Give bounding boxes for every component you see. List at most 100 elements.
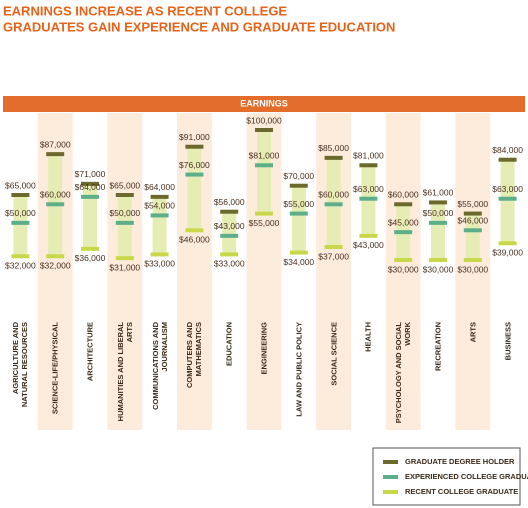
marker [463,258,482,262]
marker [324,245,343,249]
range-bar [431,202,445,260]
marker [429,200,447,205]
marker [150,194,169,199]
marker [498,157,517,162]
value-label: $76,000 [179,160,210,170]
value-label: $32,000 [5,261,36,271]
x-tick-label: AGRICULTURE AND NATURAL RESOURCES [11,322,30,408]
marker [220,209,239,214]
legend-swatch [383,490,398,494]
value-label: $63,000 [492,184,523,194]
value-label: $100,000 [246,115,282,125]
header-band [3,96,525,112]
marker [81,246,99,251]
x-tick-label: SOCIAL SCIENCE [329,322,339,386]
marker [115,220,134,225]
legend-label: GRADUATE DEGREE HOLDER [405,457,515,466]
value-label: $65,000 [5,180,36,190]
value-label: $81,000 [353,151,384,161]
range-bar [117,195,132,259]
value-label: $34,000 [283,257,314,267]
x-tick-label: BUSINESS [503,322,513,361]
marker [289,183,308,188]
range-bar [187,146,202,231]
marker [255,128,273,132]
x-tick-label: COMMUNICATIONS AND JOURNALISM [150,322,169,410]
x-tick-label: ENGINEERING [259,322,269,375]
x-tick-label: RECREATION [433,322,443,372]
value-label: $60,000 [318,190,349,200]
marker [185,228,204,233]
marker [46,202,65,207]
marker [394,202,413,207]
x-tick-label: EDUCATION [224,322,234,367]
legend-label: EXPERIENCED COLLEGE GRADUATE [405,472,528,481]
marker [185,172,204,177]
value-label: $61,000 [423,188,454,198]
marker [46,254,65,259]
chart-title: EARNINGS INCREASE AS RECENT COLLEGE [3,3,287,18]
value-label: $65,000 [109,180,140,190]
marker [220,233,239,238]
value-label: $33,000 [144,259,175,269]
value-label: $63,000 [353,184,384,194]
x-tick-label: HEALTH [363,322,373,352]
x-tick-label: PSYCHOLOGY AND SOCIAL WORK [394,322,413,424]
value-label: $30,000 [457,264,488,274]
value-label: $60,000 [388,190,419,200]
marker [11,254,30,259]
range-bar [500,159,515,244]
column-shade [455,113,491,430]
value-label: $45,000 [388,217,419,227]
marker [359,163,378,168]
range-bar [291,185,306,253]
marker [255,211,273,216]
value-label: $55,000 [457,199,488,209]
column-shade [107,113,143,430]
marker [429,258,447,262]
value-label: $50,000 [109,208,140,218]
marker [11,220,30,225]
value-label: $70,000 [283,171,314,181]
marker [324,155,343,160]
marker [324,202,343,207]
marker [46,152,65,157]
marker [394,258,413,262]
value-label: $81,000 [249,151,280,161]
value-label: $36,000 [75,253,106,263]
value-label: $43,000 [353,240,384,250]
x-tick-label: ARTS [468,322,478,343]
value-label: $33,000 [214,259,245,269]
marker [11,193,30,197]
legend-label: RECENT COLLEGE GRADUATE [405,487,518,496]
value-label: $85,000 [318,143,349,153]
value-label: $37,000 [318,251,349,261]
marker [498,241,517,246]
range-bar [465,213,480,260]
value-label: $55,000 [249,218,280,228]
range-bar [83,183,97,249]
x-tick-label: ARCHITECTURE [85,322,95,382]
value-label: $56,000 [214,197,245,207]
value-label: $50,000 [423,208,454,218]
range-bar [152,196,167,255]
marker [255,163,273,168]
value-label: $60,000 [40,190,71,200]
marker [150,252,169,257]
value-label: $43,000 [214,221,245,231]
value-label: $54,000 [144,201,175,211]
legend-swatch [383,460,398,464]
marker [498,196,517,201]
marker [289,211,308,216]
value-label: $84,000 [492,145,523,155]
value-label: $55,000 [283,199,314,209]
value-label: $46,000 [179,235,210,245]
value-label: $39,000 [492,248,523,258]
header: EARNINGS [240,98,288,108]
value-label: $31,000 [109,262,140,272]
marker [429,220,447,225]
marker [81,181,99,186]
marker [81,194,99,199]
marker [115,256,134,261]
